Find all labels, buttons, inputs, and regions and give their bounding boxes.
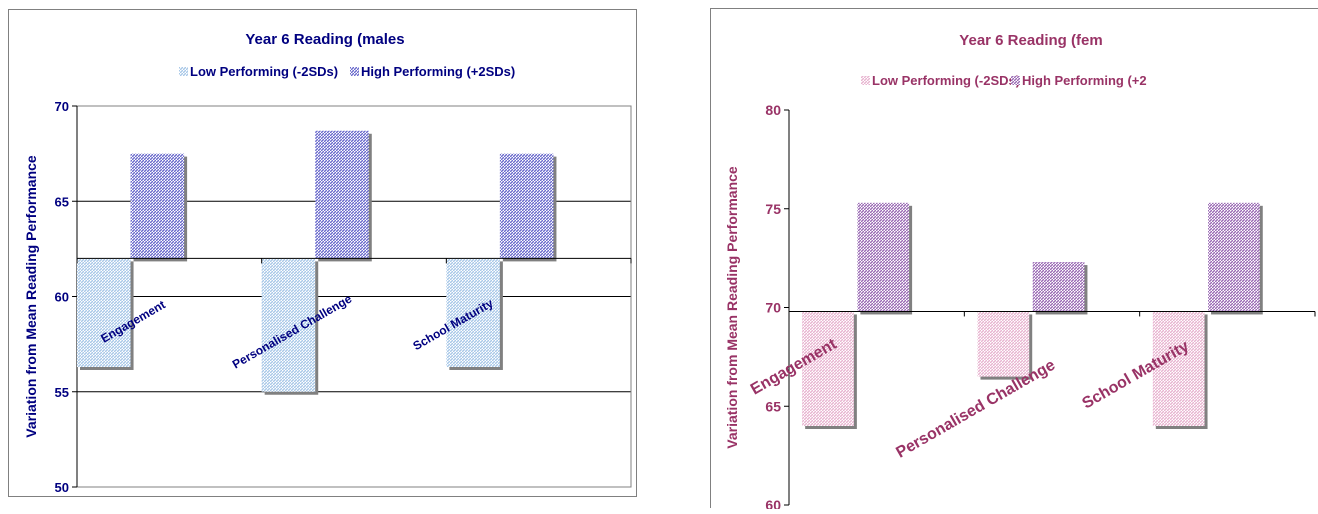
bar-low-personalised-challenge bbox=[261, 258, 316, 392]
bar-low-engagement bbox=[77, 258, 131, 367]
y-axis-title: Variation from Mean Reading Performance bbox=[23, 155, 39, 438]
bar-high-personalised-challenge bbox=[315, 130, 369, 259]
chart-title: Year 6 Reading (fem bbox=[959, 32, 1102, 49]
legend-swatch-low bbox=[861, 76, 870, 85]
y-tick-label: 65 bbox=[55, 194, 69, 209]
chart-males: Year 6 Reading (males Low Performing (-2S… bbox=[23, 31, 632, 495]
chart-panel-males: Year 6 Reading (males Low Performing (-2S… bbox=[8, 9, 637, 497]
chart-panel-females: Year 6 Reading (fem Low Performing (-2SDs… bbox=[710, 8, 1318, 513]
y-tick-label: 55 bbox=[55, 385, 69, 400]
y-tick-label: 80 bbox=[765, 102, 781, 118]
bar-low-personalised-challenge bbox=[977, 311, 1030, 377]
y-tick-label: 70 bbox=[765, 300, 781, 316]
legend-label-low: Low Performing (-2SDs) bbox=[190, 64, 338, 79]
bar-high-personalised-challenge bbox=[1032, 262, 1085, 312]
y-tick-label: 70 bbox=[55, 99, 69, 114]
legend: Low Performing (-2SDs) High Performing (+… bbox=[179, 64, 515, 79]
legend-swatch-high bbox=[1011, 76, 1020, 85]
legend-swatch-high bbox=[350, 67, 359, 76]
bar-high-engagement bbox=[857, 202, 910, 312]
legend-label-high: High Performing (+2SDs) bbox=[361, 64, 515, 79]
bar-low-school-maturity bbox=[1152, 311, 1205, 426]
legend-label-high: High Performing (+2 bbox=[1022, 73, 1147, 88]
y-tick-label: 75 bbox=[765, 201, 781, 217]
bar-low-school-maturity bbox=[446, 258, 500, 367]
legend-label-low: Low Performing (-2SDs) bbox=[872, 73, 1020, 88]
legend-swatch-low bbox=[179, 67, 188, 76]
y-axis-title: Variation from Mean Reading Performance bbox=[724, 166, 740, 449]
y-tick-label: 60 bbox=[55, 290, 69, 305]
legend: Low Performing (-2SDs) High Performing (+… bbox=[861, 73, 1147, 88]
bar-high-engagement bbox=[130, 153, 185, 259]
bar-low-engagement bbox=[802, 311, 854, 426]
y-tick-label: 65 bbox=[765, 398, 781, 414]
bar-high-school-maturity bbox=[1208, 202, 1260, 312]
chart-females: Year 6 Reading (fem Low Performing (-2SDs… bbox=[724, 32, 1316, 513]
chart-title: Year 6 Reading (males bbox=[245, 31, 404, 48]
y-tick-label: 60 bbox=[765, 497, 781, 509]
bar-high-school-maturity bbox=[499, 153, 554, 259]
category-label: Personalised Challenge bbox=[893, 357, 1058, 462]
y-tick-label: 50 bbox=[55, 480, 69, 495]
